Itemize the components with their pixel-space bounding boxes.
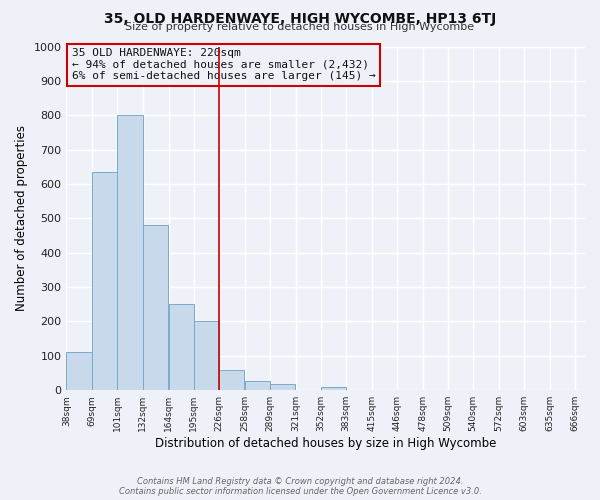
Bar xyxy=(219,370,244,390)
Text: Size of property relative to detached houses in High Wycombe: Size of property relative to detached ho… xyxy=(125,22,475,32)
Bar xyxy=(118,115,143,390)
Bar xyxy=(169,304,194,390)
Text: Contains HM Land Registry data © Crown copyright and database right 2024.
Contai: Contains HM Land Registry data © Crown c… xyxy=(119,476,481,496)
Bar xyxy=(245,380,270,390)
Y-axis label: Number of detached properties: Number of detached properties xyxy=(15,126,28,312)
Text: 35, OLD HARDENWAYE, HIGH WYCOMBE, HP13 6TJ: 35, OLD HARDENWAYE, HIGH WYCOMBE, HP13 6… xyxy=(104,12,496,26)
X-axis label: Distribution of detached houses by size in High Wycombe: Distribution of detached houses by size … xyxy=(155,437,496,450)
Bar xyxy=(194,322,219,390)
Bar xyxy=(67,352,92,390)
Bar xyxy=(321,387,346,390)
Text: 35 OLD HARDENWAYE: 220sqm
← 94% of detached houses are smaller (2,432)
6% of sem: 35 OLD HARDENWAYE: 220sqm ← 94% of detac… xyxy=(71,48,376,82)
Bar xyxy=(143,225,168,390)
Bar xyxy=(92,172,116,390)
Bar xyxy=(270,384,295,390)
